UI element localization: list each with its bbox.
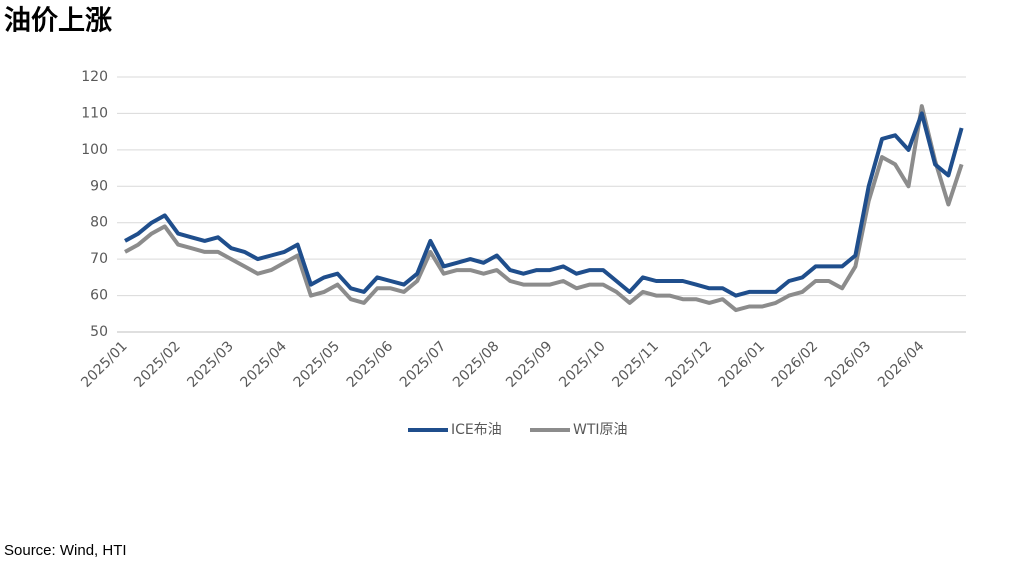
- y-tick-label: 50: [90, 324, 108, 340]
- x-tick-label: 2025/10: [556, 338, 608, 390]
- x-tick-label: 2025/08: [450, 338, 502, 390]
- x-tick-label: 2026/01: [716, 338, 768, 390]
- x-tick-label: 2025/11: [609, 338, 661, 390]
- x-tick-label: 2025/05: [291, 338, 343, 390]
- x-tick-label: 2025/02: [131, 338, 183, 390]
- y-tick-label: 70: [90, 251, 108, 267]
- legend-label: WTI原油: [573, 422, 628, 438]
- y-tick-label: 60: [90, 288, 108, 304]
- x-tick-label: 2026/02: [769, 338, 821, 390]
- x-tick-label: 2025/07: [397, 338, 449, 390]
- x-tick-label: 2025/04: [238, 338, 291, 391]
- line: [124, 111, 964, 298]
- x-tick-label: 2025/01: [78, 338, 130, 390]
- line: [124, 104, 964, 313]
- x-tick-label: 2025/06: [344, 338, 397, 391]
- x-tick-label: 2025/12: [663, 338, 715, 390]
- x-tick-label: 2025/03: [184, 338, 236, 390]
- legend-label: ICE布油: [451, 422, 502, 438]
- chart-title: 油价上涨: [4, 6, 112, 37]
- x-tick-label: 2026/04: [875, 338, 928, 391]
- x-tick-label: 2025/09: [503, 338, 555, 390]
- y-tick-label: 100: [81, 142, 108, 158]
- source: Source: Wind, HTI: [4, 542, 127, 559]
- x-tick-label: 2026/03: [822, 338, 874, 390]
- y-tick-label: 120: [81, 69, 108, 85]
- y-tick-label: 110: [81, 105, 108, 121]
- y-tick-label: 80: [90, 215, 108, 231]
- y-tick-label: 90: [90, 178, 108, 194]
